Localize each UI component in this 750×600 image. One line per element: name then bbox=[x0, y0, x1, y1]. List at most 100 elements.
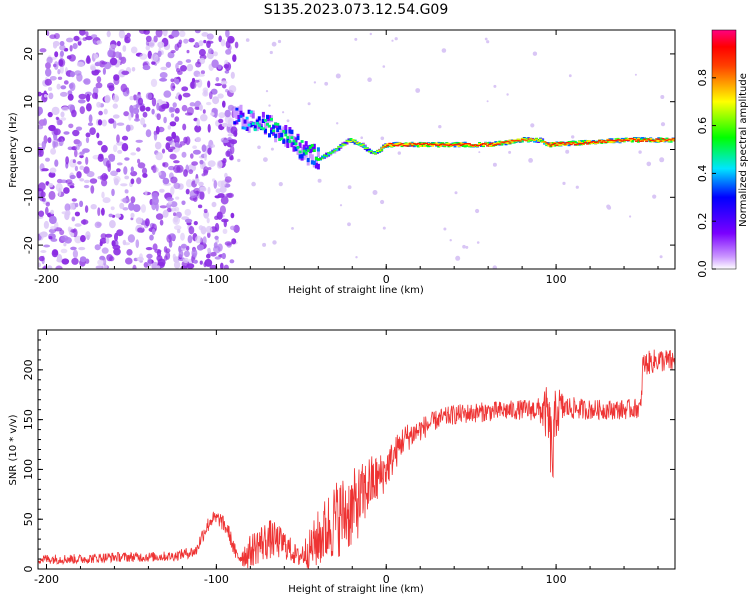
spectrogram-ylabel: Frequency (Hz) bbox=[8, 112, 19, 188]
ridge-cell bbox=[270, 130, 273, 135]
noise-blob bbox=[50, 209, 54, 215]
noise-blob bbox=[170, 176, 178, 184]
ridge-cell bbox=[594, 141, 598, 144]
noise-blob bbox=[120, 183, 128, 187]
noise-blob bbox=[163, 116, 167, 124]
ridge-cell bbox=[626, 139, 630, 142]
noise-blob bbox=[85, 156, 89, 165]
ridge-cell bbox=[626, 138, 630, 141]
noise-blob bbox=[233, 130, 238, 137]
noise-blob bbox=[142, 111, 148, 118]
noise-blob bbox=[50, 238, 58, 242]
noise-blob bbox=[313, 81, 317, 84]
noise-blob bbox=[165, 142, 171, 151]
noise-blob bbox=[89, 178, 98, 184]
noise-blob bbox=[257, 145, 261, 150]
ridge-cell bbox=[314, 162, 318, 169]
ridge-cell bbox=[396, 145, 400, 147]
noise-blob bbox=[183, 38, 189, 44]
ridge-cell bbox=[661, 138, 665, 140]
ridge-cell bbox=[590, 142, 594, 145]
noise-blob bbox=[151, 108, 155, 115]
noise-blob bbox=[207, 147, 212, 155]
noise-blob bbox=[149, 234, 154, 241]
noise-blob bbox=[84, 205, 89, 213]
noise-blob bbox=[226, 192, 234, 199]
ridge-cell bbox=[486, 143, 490, 146]
noise-blob bbox=[85, 35, 93, 41]
ridge-cell bbox=[478, 143, 481, 145]
noise-blob bbox=[140, 204, 146, 213]
noise-blob bbox=[50, 226, 57, 230]
ridge-cell bbox=[304, 141, 308, 147]
noise-blob bbox=[55, 116, 59, 120]
noise-blob bbox=[129, 96, 134, 101]
noise-blob bbox=[230, 71, 235, 79]
ridge-cell bbox=[425, 142, 428, 144]
colorbar: 0.0 0.2 0.4 0.6 0.8 Normalized spectral ampl… bbox=[696, 29, 749, 278]
ridge-cell bbox=[335, 148, 339, 150]
noise-blob bbox=[394, 37, 398, 41]
noise-blob bbox=[87, 122, 94, 126]
ridge-cell bbox=[634, 137, 638, 141]
noise-blob bbox=[486, 40, 490, 44]
ridge-cell bbox=[418, 143, 422, 145]
noise-blob bbox=[188, 169, 194, 175]
noise-blob bbox=[103, 257, 107, 266]
ridge-cell bbox=[298, 150, 302, 154]
ridge-cell bbox=[355, 142, 359, 144]
ridge-cell bbox=[559, 142, 563, 145]
ridge-cell bbox=[374, 153, 377, 155]
noise-blob bbox=[124, 189, 129, 194]
colorbar-ticks: 0.0 0.2 0.4 0.6 0.8 bbox=[696, 69, 716, 278]
ridge-cell bbox=[369, 149, 373, 152]
noise-blob bbox=[78, 93, 87, 100]
ridge-cell bbox=[412, 143, 416, 145]
noise-blob bbox=[58, 58, 66, 67]
noise-blob bbox=[532, 51, 538, 56]
ridge-cell bbox=[286, 142, 290, 148]
noise-blob bbox=[186, 263, 195, 269]
noise-blob bbox=[251, 181, 256, 187]
noise-blob bbox=[193, 187, 201, 194]
noise-blob bbox=[184, 112, 193, 116]
noise-blob bbox=[347, 185, 352, 190]
noise-blob bbox=[40, 231, 48, 238]
noise-blob bbox=[95, 265, 104, 269]
ridge-cell bbox=[528, 139, 532, 142]
ridge-cell bbox=[651, 140, 655, 143]
ridge-cell bbox=[581, 143, 585, 145]
ridge-cell bbox=[298, 142, 302, 148]
noise-blob bbox=[71, 109, 77, 118]
noise-blob bbox=[135, 139, 143, 143]
noise-blob bbox=[188, 226, 195, 235]
ridge-cell bbox=[321, 157, 324, 159]
noise-blob bbox=[218, 118, 224, 124]
ridge-cell bbox=[266, 122, 269, 126]
ridge-cell bbox=[567, 143, 571, 147]
noise-blob bbox=[71, 216, 76, 222]
ridge-cell bbox=[602, 141, 606, 143]
noise-blob bbox=[167, 125, 171, 130]
noise-blob bbox=[197, 73, 205, 77]
noise-blob bbox=[187, 235, 193, 244]
ridge-cell bbox=[561, 142, 565, 145]
noise-blob bbox=[174, 116, 180, 122]
noise-blob bbox=[137, 97, 144, 106]
ridge-cell bbox=[461, 143, 465, 145]
colorbar-gradient bbox=[711, 29, 737, 270]
ridge-cell bbox=[292, 136, 296, 143]
noise-blob bbox=[48, 124, 56, 132]
noise-blob bbox=[449, 239, 452, 242]
noise-blob bbox=[83, 78, 91, 85]
ridge-cell bbox=[618, 139, 622, 141]
snr-marks bbox=[38, 349, 675, 569]
ridge-cell bbox=[543, 141, 547, 143]
noise-blob bbox=[45, 202, 50, 207]
noise-blob bbox=[121, 135, 129, 141]
ridge-cell bbox=[559, 143, 563, 146]
noise-blob bbox=[222, 100, 226, 108]
noise-blob bbox=[202, 236, 207, 245]
ridge-cell bbox=[606, 140, 610, 143]
ridge-cell bbox=[463, 143, 467, 146]
